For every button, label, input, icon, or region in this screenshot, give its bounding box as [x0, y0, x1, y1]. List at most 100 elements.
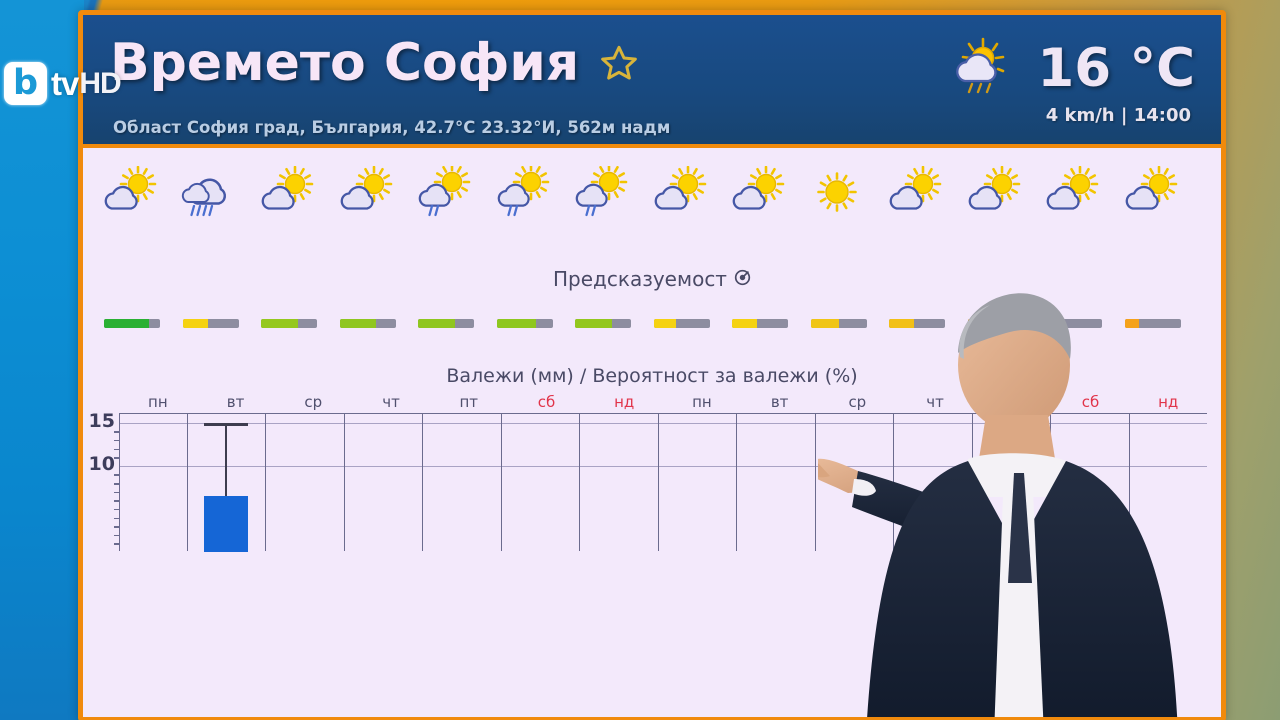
chart-y-tick [114, 543, 120, 545]
target-icon [734, 267, 751, 291]
weather-sun-cloud-icon [1035, 165, 1114, 221]
chart-gridline [120, 422, 1207, 424]
chart-y-tick [114, 474, 120, 476]
current-conditions: 16 °C 4 km/h | 14:00 [949, 37, 1195, 126]
predictability-bar [575, 319, 632, 328]
chart-day-divider [422, 414, 424, 551]
chart-day-divider [1128, 414, 1130, 551]
predictability-label: Предсказуемост [553, 267, 727, 291]
chart-x-label: сб [1081, 393, 1100, 411]
star-icon[interactable] [599, 43, 639, 83]
weather-sun-cloud-rain-icon [486, 165, 565, 221]
forecast-day-column[interactable] [643, 162, 722, 225]
chart-y-tick [114, 431, 120, 433]
weather-sun-cloud-icon [1114, 165, 1193, 221]
predictability-cell [250, 319, 329, 339]
btv-logo-tv-text: tv [51, 64, 79, 102]
forecast-day-column[interactable] [407, 162, 486, 225]
weather-panel: Времето София Област София град, Българи… [78, 10, 1226, 720]
weather-sun-cloud-icon [250, 165, 329, 221]
chart-y-tick [114, 534, 120, 537]
chart-y-label: 15 [88, 409, 115, 432]
forecast-day-column[interactable] [721, 162, 800, 225]
chart-x-label: пт [459, 393, 478, 411]
location-subtitle: Област София град, България, 42.7°С 23.3… [113, 118, 671, 137]
chart-y-tick [114, 526, 120, 528]
forecast-day-column[interactable] [1035, 162, 1114, 225]
forecast-day-column[interactable] [250, 162, 329, 225]
chart-x-label: нд [614, 393, 635, 411]
predictability-cell [800, 319, 879, 339]
chart-y-tick [114, 517, 120, 519]
chart-x-label: чт [382, 393, 400, 411]
predictability-cell [172, 319, 251, 339]
predictability-cell [1114, 319, 1193, 339]
chart-x-label: сб [537, 393, 556, 411]
forecast-days-strip [83, 148, 1221, 225]
current-wind-time: 4 km/h | 14:00 [1045, 105, 1191, 126]
chart-y-tick [114, 439, 120, 442]
btv-logo-letter: b [12, 63, 39, 103]
forecast-day-column[interactable] [172, 162, 251, 225]
predictability-bar [339, 319, 396, 328]
weather-sun-cloud-icon [93, 165, 172, 221]
chart-x-label: ср [304, 393, 323, 411]
chart-y-tick [114, 508, 120, 511]
weather-sun-cloud-icon [721, 165, 800, 221]
chart-day-divider [736, 414, 738, 551]
forecast-day-column[interactable] [957, 162, 1036, 225]
channel-background [0, 0, 84, 720]
predictability-bar [1124, 319, 1181, 328]
chart-title: Валежи (мм) / Вероятност за валежи (%) [446, 365, 858, 387]
forecast-day-column[interactable] [564, 162, 643, 225]
predictability-cell [93, 319, 172, 339]
chart-x-label: нд [1158, 393, 1179, 411]
chart-day-divider [814, 414, 816, 551]
presenter-silhouette [818, 293, 1178, 717]
predictability-heading: Предсказуемост [83, 267, 1221, 291]
chart-gridline [120, 465, 1207, 468]
forecast-day-column[interactable] [878, 162, 957, 225]
chart-day-divider [579, 414, 581, 551]
predictability-bar [104, 319, 161, 328]
predictability-bar [418, 319, 475, 328]
chart-error-bar [224, 422, 227, 496]
forecast-day-column[interactable] [486, 162, 565, 225]
forecast-day-column[interactable] [800, 162, 879, 225]
chart-day-divider [343, 414, 345, 551]
predictability-cell [564, 319, 643, 339]
chart-y-tick [114, 457, 120, 459]
chart-y-tick [114, 500, 120, 502]
predictability-bar [653, 319, 710, 328]
chart-error-cap [203, 422, 248, 427]
chart-x-label: пн [148, 393, 168, 411]
sun-behind-rain-cloud-icon [949, 37, 1023, 100]
chart-rain-bar[interactable] [203, 495, 248, 552]
predictability-cell [407, 319, 486, 339]
weather-sun-icon [800, 165, 879, 221]
chart-plot-area: 10 15 [89, 410, 1207, 552]
predictability-cell [643, 319, 722, 339]
chart-day-divider [186, 414, 188, 551]
btv-logo-icon: b [4, 62, 47, 105]
predictability-cell [721, 319, 800, 339]
weather-sun-cloud-rain-icon [407, 165, 486, 221]
weather-sun-cloud-rain-icon [564, 165, 643, 221]
forecast-day-column[interactable] [93, 162, 172, 225]
weather-sun-cloud-icon [878, 165, 957, 221]
predictability-cell [878, 319, 957, 339]
chart-y-tick [114, 448, 120, 450]
chart-day-divider [265, 414, 267, 551]
predictability-bar [732, 319, 789, 328]
forecast-day-column[interactable] [1114, 162, 1193, 225]
forecast-day-column[interactable] [329, 162, 408, 225]
weather-cloud-rain-icon [172, 165, 251, 221]
chart-x-label: чт [926, 393, 944, 411]
page-title: Времето София [110, 33, 580, 93]
predictability-bar [182, 319, 239, 328]
current-temperature: 16 °C [1037, 38, 1195, 99]
weather-sun-cloud-icon [643, 165, 722, 221]
predictability-bar [889, 319, 946, 328]
chart-x-label: ср [848, 393, 867, 411]
